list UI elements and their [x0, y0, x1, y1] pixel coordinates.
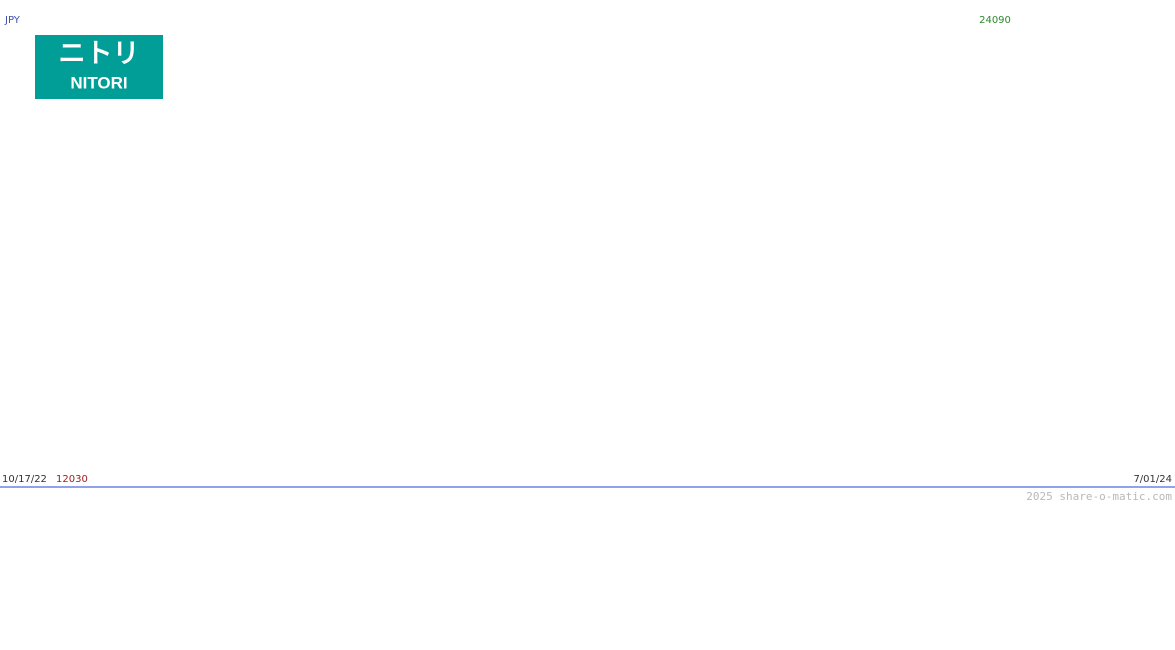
text-layer: JPY 24090 10/17/22 12030 7/01/24 2025 sh…: [2, 15, 1172, 503]
start-date-label: 10/17/22: [2, 474, 47, 485]
logo-name: NITORI: [70, 73, 127, 92]
low-label: 12030: [56, 474, 88, 485]
end-date-label: 7/01/24: [1133, 474, 1172, 485]
logo-mark: ニトリ: [59, 39, 140, 70]
high-label: 24090: [979, 15, 1011, 26]
logo-background: [35, 35, 163, 99]
watermark: 2025 share-o-matic.com: [1026, 490, 1172, 503]
currency-label: JPY: [4, 15, 21, 26]
